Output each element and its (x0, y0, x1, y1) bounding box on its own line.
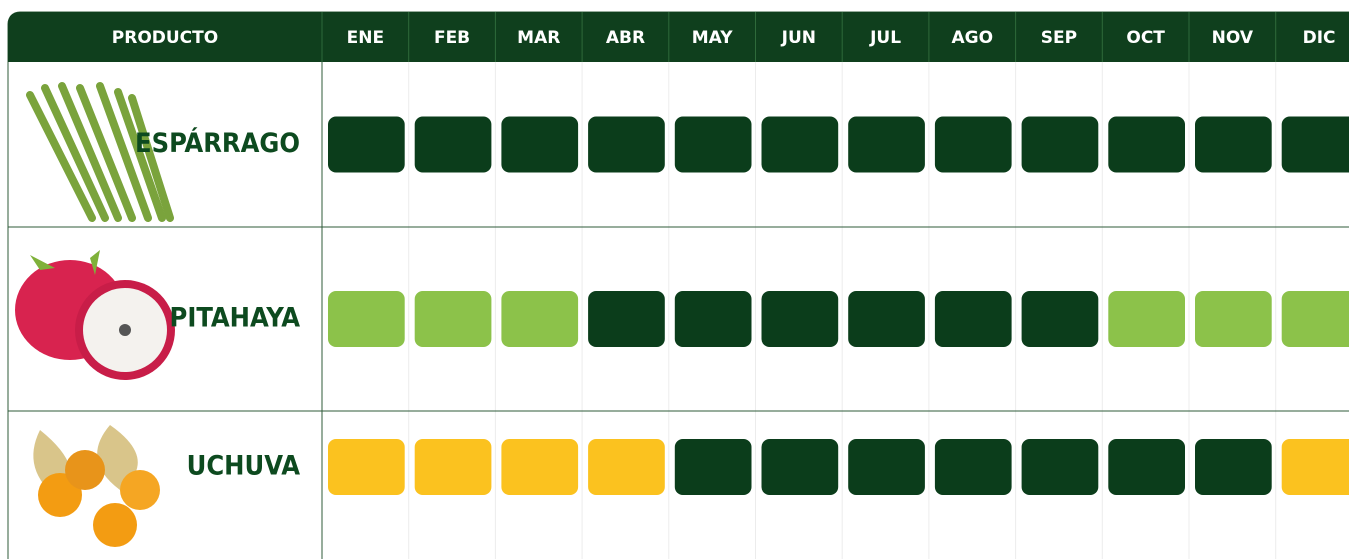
season-cell (1108, 439, 1185, 495)
column-header: OCT (1126, 28, 1165, 48)
column-header: DIC (1303, 28, 1336, 48)
season-cell (415, 291, 492, 347)
season-cell (1022, 117, 1099, 173)
column-header: ABR (606, 28, 645, 48)
season-cell (762, 117, 839, 173)
season-cell (588, 439, 665, 495)
season-cell (1108, 117, 1185, 173)
column-header: JUL (869, 28, 901, 48)
season-cell (1108, 291, 1185, 347)
column-header: JUN (781, 28, 816, 48)
season-cell (935, 291, 1012, 347)
column-header: FEB (434, 28, 470, 48)
column-header: AGO (951, 28, 993, 48)
column-header: PRODUCTO (112, 28, 218, 48)
season-cell (1195, 117, 1272, 173)
season-cell (501, 291, 578, 347)
season-cell (848, 439, 925, 495)
season-cell (415, 439, 492, 495)
season-cell (675, 117, 752, 173)
season-cell (588, 291, 665, 347)
column-header: NOV (1212, 28, 1254, 48)
product-name: ESPÁRRAGO (135, 127, 300, 159)
season-cell (1195, 291, 1272, 347)
season-cell (1282, 439, 1349, 495)
column-header: MAY (692, 28, 733, 48)
product-name: UCHUVA (187, 451, 301, 482)
column-header: SEP (1041, 28, 1077, 48)
season-cell (1282, 117, 1349, 173)
season-cell (1282, 291, 1349, 347)
season-cell (1022, 291, 1099, 347)
season-cell (501, 439, 578, 495)
season-cell (675, 291, 752, 347)
column-header: ENE (347, 28, 384, 48)
seasonality-table: PRODUCTO ENE FEB MAR ABR MAY JUN JUL AGO SEP OCT NO… (0, 0, 1349, 559)
product-name: PITAHAYA (170, 303, 301, 334)
season-cell (328, 291, 405, 347)
season-cell (762, 439, 839, 495)
season-cell (848, 291, 925, 347)
season-cell (588, 117, 665, 173)
column-header: MAR (517, 28, 560, 48)
season-cell (328, 439, 405, 495)
season-cell (762, 291, 839, 347)
season-cell (848, 117, 925, 173)
season-cell (675, 439, 752, 495)
season-cell (1195, 439, 1272, 495)
season-cell (935, 117, 1012, 173)
season-cell (501, 117, 578, 173)
season-cell (328, 117, 405, 173)
season-cell (415, 117, 492, 173)
season-cell (935, 439, 1012, 495)
season-cell (1022, 439, 1099, 495)
